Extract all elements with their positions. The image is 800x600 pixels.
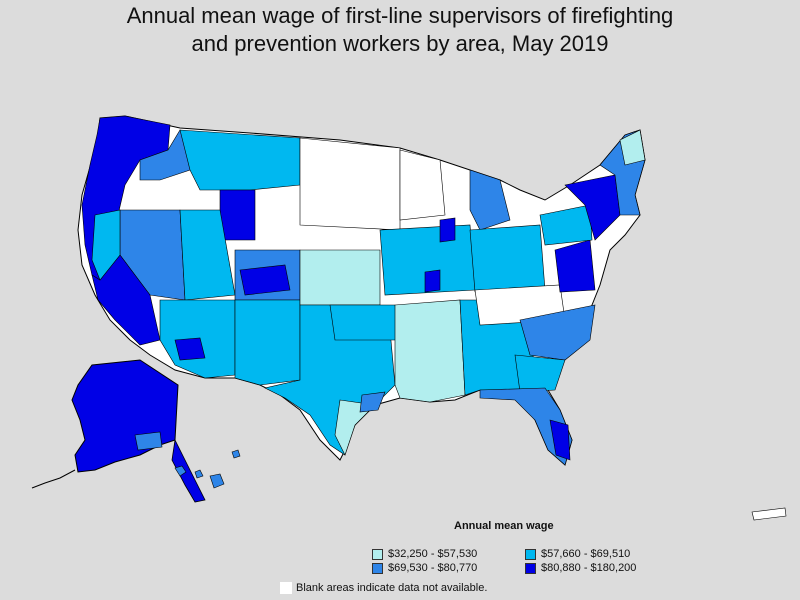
legend-label-2: $57,660 - $69,510 [541, 548, 631, 560]
title-line-1: Annual mean wage of first-line superviso… [126, 3, 674, 28]
region-new-mexico [234, 299, 301, 386]
legend-item-1: $32,250 - $57,530 [372, 548, 477, 560]
region-arkansas-louisiana [394, 299, 466, 403]
region-colorado-dark [239, 264, 291, 296]
region-carolinas [519, 304, 596, 361]
region-minnesota [399, 149, 446, 221]
region-montana [179, 129, 301, 191]
legend-label-4: $80,880 - $180,200 [541, 562, 637, 574]
region-aleutians [31, 469, 76, 489]
region-ohio-indiana [469, 224, 546, 293]
no-data-note-text: Blank areas indicate data not available. [296, 582, 488, 594]
legend-swatch-1 [372, 548, 383, 560]
legend-label-1: $32,250 - $57,530 [388, 548, 478, 560]
legend-label-3: $69,530 - $80,770 [388, 562, 478, 574]
region-hawaii [174, 449, 241, 489]
region-alaska-panhandle [171, 438, 206, 503]
no-data-note: Blank areas indicate data not available. [280, 582, 487, 594]
region-new-york-nj [564, 174, 621, 241]
region-michigan [469, 169, 511, 231]
region-georgia [514, 354, 566, 393]
region-st-louis [424, 269, 441, 293]
title-line-2: and prevention workers by area, May 2019 [191, 31, 609, 56]
region-houston [359, 391, 386, 413]
legend-swatch-4 [525, 562, 536, 574]
region-chicago [439, 217, 456, 243]
no-data-swatch [280, 582, 292, 594]
region-phoenix [174, 337, 206, 361]
region-maine [619, 129, 646, 166]
region-florida [479, 387, 573, 466]
map-title: Annual mean wage of first-line superviso… [0, 2, 800, 58]
region-california-central [91, 209, 121, 281]
legend-title: Annual mean wage [454, 520, 554, 532]
legend-item-2: $57,660 - $69,510 [525, 548, 630, 560]
legend-swatch-2 [525, 548, 536, 560]
region-oklahoma [329, 304, 401, 341]
legend-item-3: $69,530 - $80,770 [372, 562, 477, 574]
legend-item-4: $80,880 - $180,200 [525, 562, 636, 574]
region-dakotas [299, 137, 401, 231]
region-alaska [71, 359, 179, 473]
region-virginia-maryland [554, 239, 596, 293]
region-kansas [299, 249, 381, 306]
region-south-florida [549, 419, 571, 461]
region-wyoming [219, 189, 256, 241]
legend-swatch-3 [372, 562, 383, 574]
region-pennsylvania [539, 204, 593, 246]
region-puerto-rico [751, 507, 787, 521]
region-alaska-south [134, 431, 163, 451]
